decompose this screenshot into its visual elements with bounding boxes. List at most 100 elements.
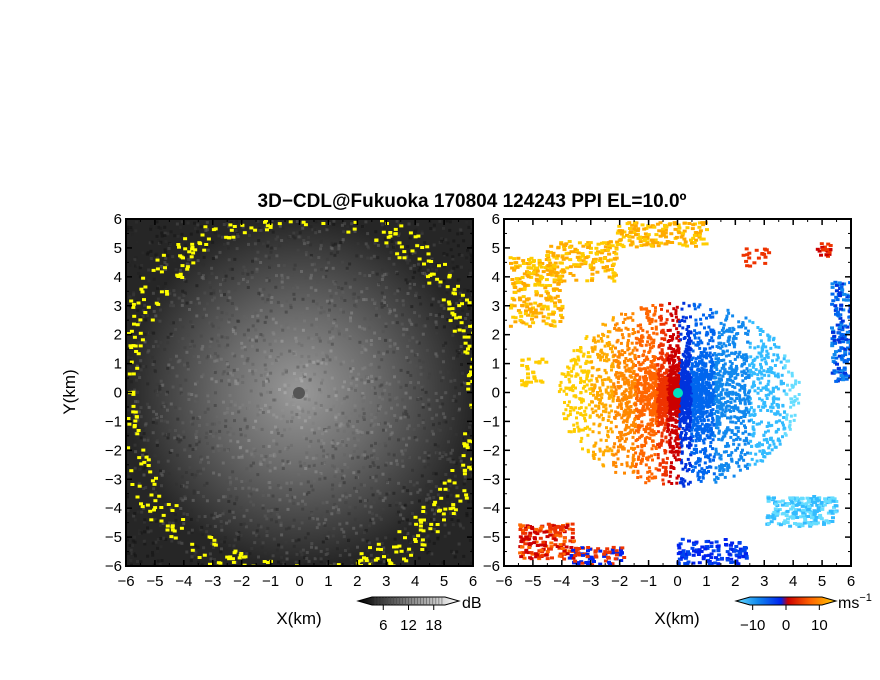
snr-pixel	[315, 333, 319, 336]
snr-pixel	[233, 326, 237, 330]
snr-pixel	[451, 448, 454, 452]
snr-pixel	[470, 517, 473, 521]
snr-pixel	[411, 547, 414, 550]
velocity-pixel	[743, 388, 747, 392]
velocity-pixel	[740, 373, 744, 377]
snr-pixel	[342, 310, 345, 314]
velocity-pixel	[715, 368, 719, 371]
snr-pixel	[441, 483, 444, 487]
snr-pixel	[199, 528, 203, 532]
snr-pixel	[348, 337, 352, 340]
x-tick-label: −2	[233, 573, 250, 590]
snr-pixel	[442, 265, 446, 269]
snr-pixel	[470, 245, 473, 249]
snr-pixel	[169, 332, 173, 336]
snr-pixel	[425, 281, 429, 285]
snr-overlay-pixel	[202, 248, 207, 252]
snr-pixel	[392, 342, 396, 346]
snr-pixel	[200, 457, 204, 461]
snr-pixel	[206, 302, 210, 306]
snr-pixel	[452, 239, 456, 243]
snr-pixel	[168, 450, 172, 454]
snr-pixel	[265, 278, 269, 282]
snr-pixel	[210, 377, 214, 381]
snr-pixel	[188, 466, 192, 470]
snr-pixel	[426, 534, 430, 538]
snr-pixel	[279, 486, 283, 490]
velocity-pixel	[717, 352, 721, 356]
snr-pixel	[356, 242, 360, 246]
snr-overlay-pixel	[228, 555, 233, 559]
velocity-pixel	[687, 325, 691, 328]
snr-pixel	[315, 353, 318, 357]
snr-overlay-pixel	[180, 276, 185, 279]
snr-overlay-pixel	[225, 555, 230, 559]
velocity-pixel	[662, 331, 666, 335]
snr-pixel	[294, 284, 298, 288]
velocity-pixel	[610, 430, 614, 434]
velocity-pixel	[610, 347, 613, 351]
snr-pixel	[429, 227, 433, 230]
snr-pixel	[332, 465, 336, 469]
velocity-pixel	[646, 382, 650, 386]
velocity-pixel	[619, 402, 623, 406]
snr-pixel	[256, 452, 260, 456]
snr-overlay-pixel	[165, 524, 170, 528]
velocity-pixel	[572, 423, 576, 427]
snr-pixel	[310, 545, 313, 549]
snr-pixel	[226, 241, 230, 245]
velocity-pixel	[674, 315, 678, 319]
velocity-pixel	[572, 408, 576, 412]
snr-overlay-pixel	[409, 553, 414, 557]
snr-pixel	[386, 422, 390, 426]
snr-pixel	[369, 553, 373, 557]
snr-overlay-pixel	[359, 552, 364, 556]
snr-pixel	[462, 323, 466, 327]
snr-pixel	[239, 433, 243, 437]
snr-pixel	[294, 560, 298, 564]
velocity-pixel	[701, 410, 705, 414]
velocity-pixel	[616, 380, 620, 384]
snr-pixel	[217, 344, 221, 348]
snr-pixel	[164, 240, 168, 244]
snr-pixel	[296, 365, 300, 369]
velocity-pixel	[783, 364, 787, 368]
snr-overlay-pixel	[135, 323, 140, 327]
snr-pixel	[406, 359, 410, 362]
snr-pixel	[299, 550, 303, 554]
snr-pixel	[194, 447, 198, 451]
snr-overlay-pixel	[386, 235, 391, 239]
snr-pixel	[383, 496, 387, 500]
snr-pixel	[318, 339, 322, 343]
snr-pixel	[432, 243, 436, 247]
snr-pixel	[252, 447, 256, 451]
snr-pixel	[468, 296, 472, 300]
snr-pixel	[206, 524, 209, 528]
snr-pixel	[314, 546, 318, 550]
velocity-pixel	[623, 471, 626, 475]
snr-pixel	[242, 277, 245, 281]
snr-pixel	[225, 312, 229, 316]
snr-pixel	[234, 229, 238, 233]
snr-pixel	[441, 561, 445, 564]
snr-overlay-pixel	[193, 248, 198, 252]
velocity-pixel	[644, 463, 648, 467]
snr-overlay-pixel	[429, 260, 434, 263]
snr-pixel	[311, 228, 315, 232]
velocity-pixel	[685, 425, 689, 429]
snr-overlay-pixel	[413, 540, 418, 543]
snr-pixel	[292, 544, 296, 548]
velocity-pixel	[626, 454, 630, 458]
velocity-pixel	[747, 399, 751, 403]
velocity-pixel	[617, 350, 621, 354]
snr-pixel	[241, 486, 245, 490]
snr-pixel	[194, 382, 197, 386]
snr-pixel	[464, 325, 468, 329]
snr-pixel	[147, 268, 151, 272]
snr-pixel	[466, 312, 470, 316]
snr-pixel	[233, 502, 237, 506]
snr-pixel	[319, 560, 323, 564]
snr-pixel	[260, 454, 264, 458]
snr-pixel	[415, 340, 419, 344]
velocity-pixel	[705, 410, 709, 413]
